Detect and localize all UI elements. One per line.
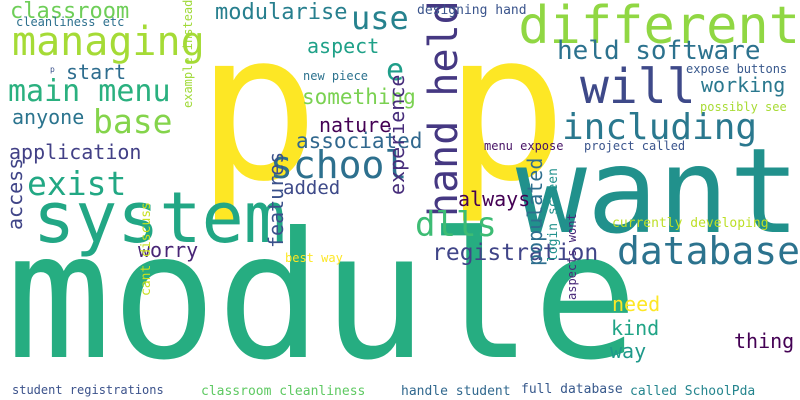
word-hand-held-9: hand held <box>424 0 464 217</box>
word-nature-29: nature <box>319 115 391 135</box>
word-database-13: database <box>617 232 800 270</box>
word-exist-16: exist <box>27 167 126 200</box>
word-working-25: working <box>701 75 785 95</box>
word-cant-discuss-53: cant discuss <box>140 202 153 296</box>
word-always-31: always <box>458 189 530 209</box>
word-added-30: added <box>283 179 340 198</box>
word-handle-student-58: handle student <box>401 385 511 398</box>
word-held-software-10: held software <box>557 38 761 64</box>
word-example-instead-49: example instead <box>182 0 194 108</box>
word-cleanliness-etc-50: cleanliness etc <box>16 16 124 28</box>
word-access-35: access <box>5 158 25 230</box>
word-p-51: p <box>50 66 55 74</box>
word-classroom-cleanliness-57: classroom cleanliness <box>201 385 365 398</box>
word-login-screen-54: login screen <box>547 168 560 262</box>
word-new-piece-48: new piece <box>303 70 368 82</box>
word-modularise-22: modularise <box>215 2 347 24</box>
word-base-14: base <box>93 105 172 138</box>
word-best-way-52: best way <box>285 252 343 264</box>
word-way-40: way <box>610 341 646 361</box>
word-dlls-17: dlls <box>415 208 497 242</box>
word-use-18: use <box>351 2 409 34</box>
word-experience-33: experience <box>387 75 407 195</box>
word-populated-37: populated <box>525 158 545 266</box>
word-need-38: need <box>612 294 660 314</box>
word-expose-buttons-44: expose buttons <box>686 63 787 75</box>
word-kind-39: kind <box>611 318 659 338</box>
word-will-7: will <box>580 63 696 111</box>
word-menu-expose-47: menu expose <box>484 140 563 152</box>
word-designing-hand-43: designing hand <box>417 4 527 17</box>
word-currently-developing-42: currently developing <box>612 217 769 230</box>
word-full-database-59: full database <box>521 383 623 396</box>
word-anyone-28: anyone <box>12 107 84 127</box>
word-start-27: start <box>66 62 126 82</box>
word-student-registrations-56: student registrations <box>12 384 164 396</box>
word-possibly-see-45: possibly see <box>700 101 787 113</box>
word-thing-41: thing <box>734 331 794 351</box>
word-aspect-32: aspect <box>307 36 379 56</box>
word-aspects-wont-55: aspects wont <box>566 213 578 300</box>
word-application-26: application <box>9 142 141 162</box>
word-features-36: features <box>266 152 286 248</box>
word-project-called-46: project called <box>584 140 685 152</box>
word-called-schoolpda-60: called SchoolPda <box>630 385 755 398</box>
